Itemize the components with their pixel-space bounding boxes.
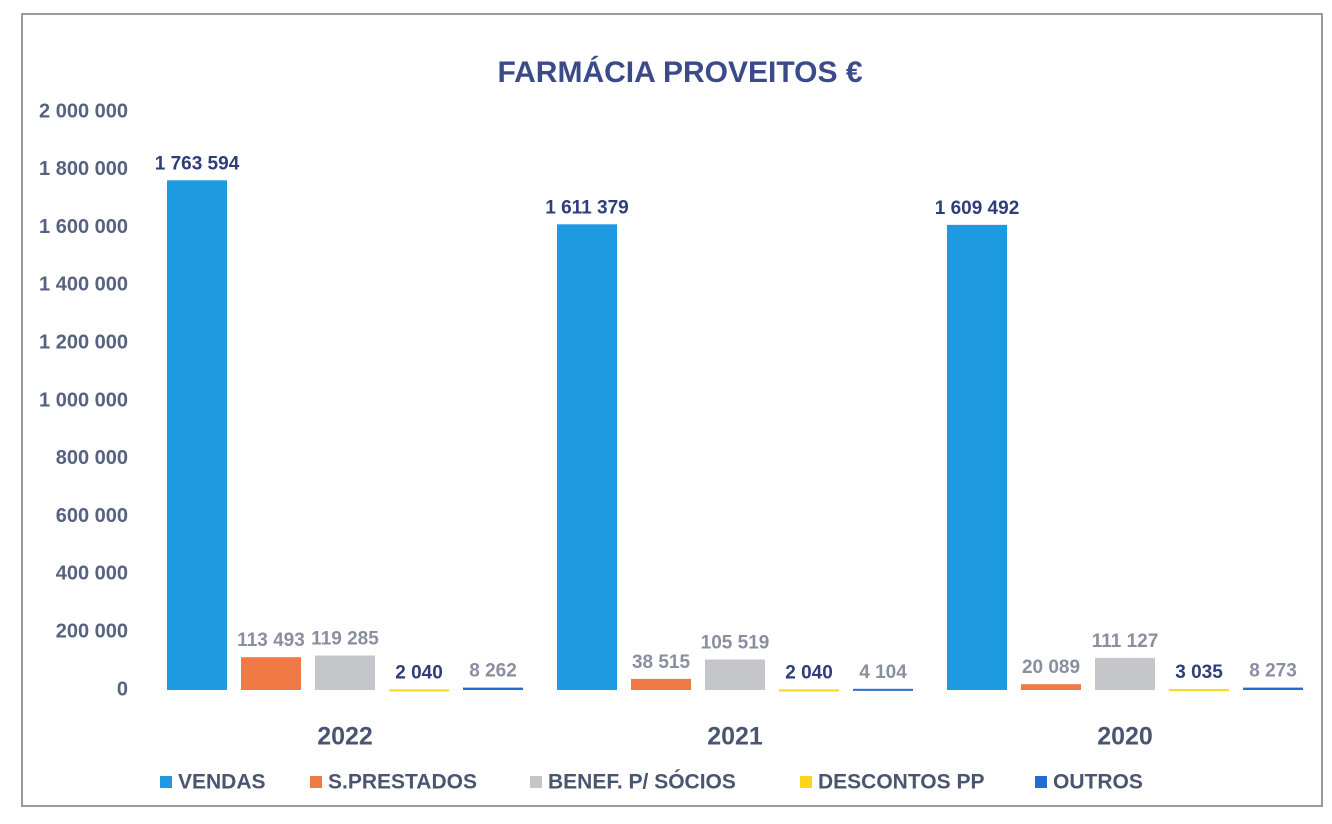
y-tick-label: 1 400 000 [39, 274, 128, 296]
legend-label: OUTROS [1053, 771, 1143, 794]
bar [557, 224, 617, 690]
data-label: 4 104 [859, 662, 907, 683]
legend-label: DESCONTOS PP [818, 771, 984, 794]
legend-label: BENEF. P/ SÓCIOS [548, 770, 736, 794]
data-label: 111 127 [1092, 631, 1159, 652]
legend-swatch [800, 776, 812, 788]
bar [463, 687, 523, 690]
x-tick-label: 2022 [317, 723, 373, 751]
data-label: 1 763 594 [155, 153, 240, 174]
y-tick-label: 800 000 [56, 447, 128, 469]
y-tick-label: 1 000 000 [39, 389, 128, 411]
y-tick-label: 200 000 [56, 620, 128, 642]
legend-swatch [530, 776, 542, 788]
bar [631, 678, 691, 690]
bar [167, 180, 227, 690]
bar [389, 689, 449, 692]
data-label: 105 519 [701, 633, 770, 654]
y-tick-label: 400 000 [56, 563, 128, 585]
bar [947, 224, 1007, 690]
y-tick-label: 1 600 000 [39, 216, 128, 238]
bar [779, 689, 839, 692]
legend-label: S.PRESTADOS [328, 771, 477, 794]
chart-title: FARMÁCIA PROVEITOS € [497, 55, 862, 89]
legend-swatch [310, 776, 322, 788]
bar [1095, 657, 1155, 690]
data-label: 20 089 [1022, 657, 1080, 678]
x-tick-label: 2021 [707, 723, 763, 751]
data-label: 8 273 [1249, 661, 1297, 682]
bar [241, 657, 301, 690]
data-label: 119 285 [311, 629, 379, 650]
data-label: 1 609 492 [935, 198, 1020, 219]
y-tick-label: 0 [117, 678, 128, 700]
data-label: 2 040 [395, 662, 443, 683]
data-label: 38 515 [632, 652, 691, 673]
data-label: 8 262 [469, 661, 517, 682]
data-label: 1 611 379 [545, 197, 628, 218]
bar [1021, 684, 1081, 690]
bar [315, 655, 375, 690]
bar [1243, 687, 1303, 690]
y-tick-label: 1 800 000 [39, 158, 128, 180]
legend-label: VENDAS [178, 771, 266, 794]
y-tick-label: 2 000 000 [39, 100, 128, 122]
bar [1169, 689, 1229, 692]
y-tick-label: 1 200 000 [39, 331, 128, 353]
bar [853, 688, 913, 691]
bar [705, 659, 765, 690]
data-label: 113 493 [237, 630, 305, 651]
legend-swatch [1035, 776, 1047, 788]
legend-swatch [160, 776, 172, 788]
y-tick-label: 600 000 [56, 505, 128, 527]
x-tick-label: 2020 [1097, 723, 1153, 751]
data-label: 2 040 [785, 662, 833, 683]
data-label: 3 035 [1175, 662, 1223, 683]
